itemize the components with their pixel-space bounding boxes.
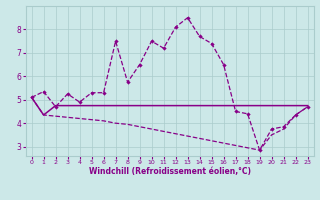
X-axis label: Windchill (Refroidissement éolien,°C): Windchill (Refroidissement éolien,°C) xyxy=(89,167,251,176)
